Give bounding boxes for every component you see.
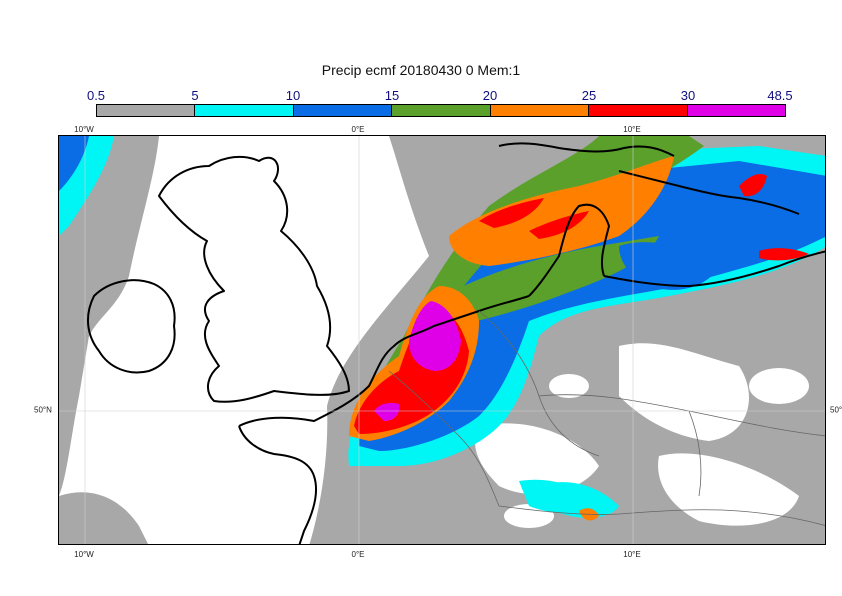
graticule (59, 136, 825, 544)
colorbar-segment-6 (687, 105, 785, 116)
colorbar-segment-3 (392, 105, 491, 116)
colorbar-label-3: 15 (384, 88, 400, 103)
colorbar-segment-0 (97, 105, 196, 116)
precip-band-magenta (374, 301, 461, 421)
lon-bottom-label-2: 10°E (623, 550, 641, 559)
colorbar-label-5: 25 (581, 88, 597, 103)
colorbar-label-2: 10 (285, 88, 301, 103)
colorbar-label-7: 48.5 (767, 88, 793, 103)
colorbar-segment-2 (293, 105, 393, 116)
lat-right-label-0: 50°N (830, 405, 842, 415)
colorbar-label-1: 5 (191, 88, 199, 103)
precip-band-blue-east (519, 174, 809, 521)
coastlines (87, 142, 825, 544)
colorbar (96, 104, 786, 117)
lon-bottom-label-1: 0°E (351, 550, 365, 559)
map-title: Precip ecmf 20180430 0 Mem:1 (321, 62, 521, 78)
lon-top-label-0: 10°W (74, 125, 94, 134)
lon-top-label-1: 0°E (351, 125, 365, 134)
colorbar-label-6: 30 (680, 88, 696, 103)
colorbar-segment-1 (195, 105, 294, 116)
precip-band-blue (59, 136, 825, 451)
lon-bottom-label-0: 10°W (74, 550, 94, 559)
map-canvas (59, 136, 825, 544)
lat-left-label-0: 50°N (34, 405, 52, 415)
dry-patches (475, 343, 809, 528)
colorbar-label-0: 0.5 (86, 88, 106, 103)
colorbar-label-4: 20 (482, 88, 498, 103)
lon-top-label-2: 10°E (623, 125, 641, 134)
colorbar-segment-4 (490, 105, 590, 116)
precipitation-map (58, 135, 826, 545)
colorbar-segment-5 (589, 105, 688, 116)
